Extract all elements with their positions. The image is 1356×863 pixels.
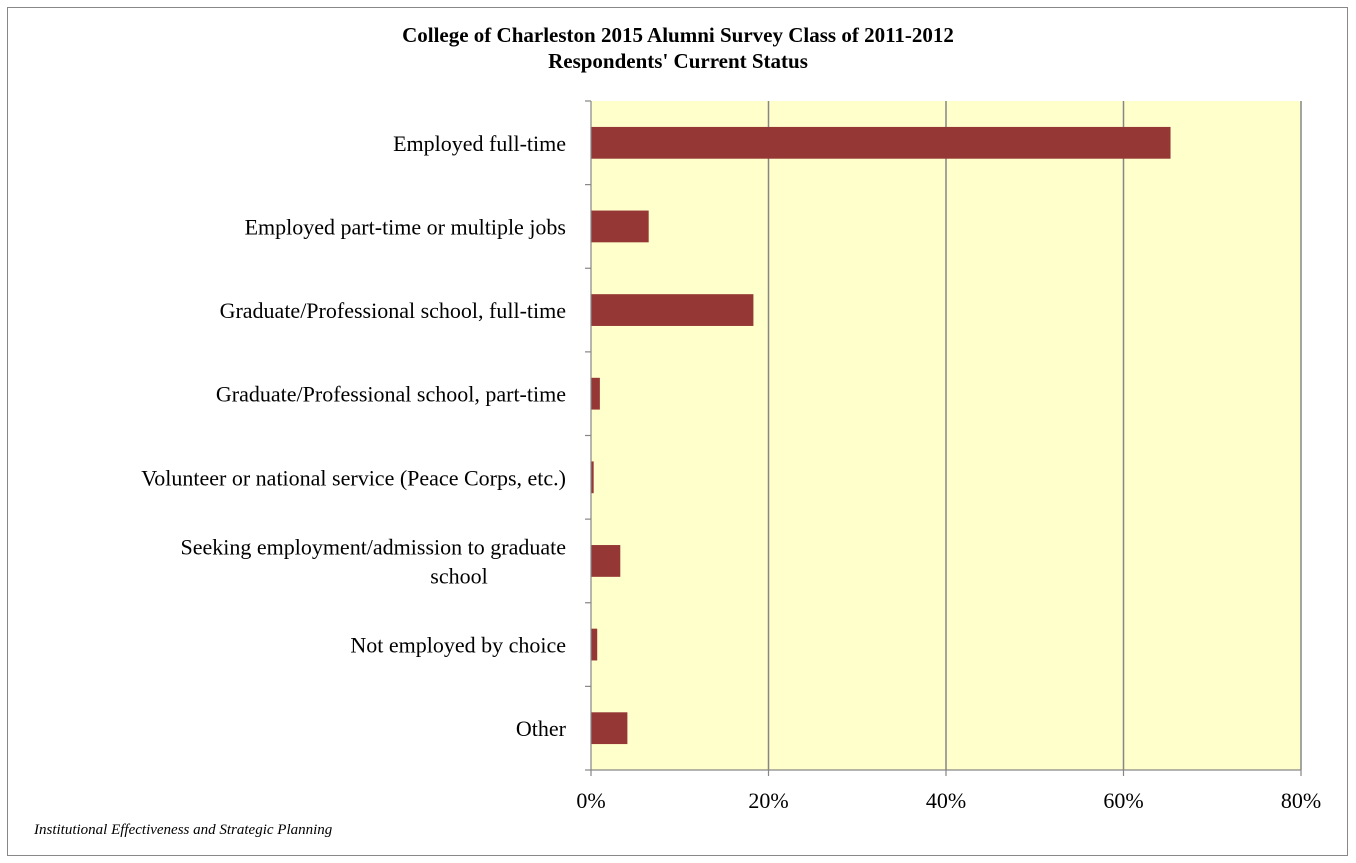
footer-note: Institutional Effectiveness and Strategi…	[34, 822, 333, 838]
category-label-3-line-0: Graduate/Professional school, part-time	[216, 382, 566, 407]
x-tick-label-4: 80%	[1281, 788, 1321, 813]
bar-1	[591, 210, 649, 243]
category-label-4: Volunteer or national service (Peace Cor…	[141, 465, 566, 490]
x-tick-labels: 0% 20% 40% 60% 80%	[576, 788, 1321, 813]
chart-title-line-2: Respondents' Current Status	[548, 49, 808, 73]
category-label-7: Other	[516, 716, 567, 741]
category-label-0: Employed full-time	[393, 131, 566, 156]
bar-2	[591, 294, 754, 326]
category-label-1-line-0: Employed part-time or multiple jobs	[245, 214, 566, 239]
axes	[585, 100, 1302, 776]
category-label-3: Graduate/Professional school, part-time	[216, 382, 566, 407]
gridlines	[767, 101, 1302, 770]
category-label-2-line-0: Graduate/Professional school, full-time	[220, 298, 566, 323]
category-label-1: Employed part-time or multiple jobs	[245, 214, 566, 239]
category-label-4-line-0: Volunteer or national service (Peace Cor…	[141, 465, 566, 490]
category-labels: Employed full-time Employed part-time or …	[141, 131, 566, 741]
bar-0	[591, 126, 1171, 159]
category-label-0-line-0: Employed full-time	[393, 131, 566, 156]
category-label-6: Not employed by choice	[350, 633, 566, 658]
bar-6	[591, 628, 598, 661]
x-tick-label-1: 20%	[748, 788, 788, 813]
category-label-5-line-1: school	[430, 563, 487, 588]
bars	[591, 126, 1171, 745]
category-label-2: Graduate/Professional school, full-time	[220, 298, 566, 323]
category-label-6-line-0: Not employed by choice	[350, 633, 566, 658]
chart-title-line-1: College of Charleston 2015 Alumni Survey…	[402, 23, 954, 47]
bar-4	[591, 461, 594, 494]
category-label-5-line-0: Seeking employment/admission to graduate	[180, 534, 566, 559]
category-label-7-line-0: Other	[516, 716, 567, 741]
bar-7	[591, 712, 628, 745]
category-label-5: Seeking employment/admission to graduate…	[180, 534, 566, 588]
x-tick-label-2: 40%	[926, 788, 966, 813]
chart-title: College of Charleston 2015 Alumni Survey…	[0, 22, 1356, 74]
bar-3	[591, 377, 600, 410]
x-tick-label-3: 60%	[1103, 788, 1143, 813]
bar-5	[591, 545, 621, 577]
x-tick-label-0: 0%	[576, 788, 605, 813]
